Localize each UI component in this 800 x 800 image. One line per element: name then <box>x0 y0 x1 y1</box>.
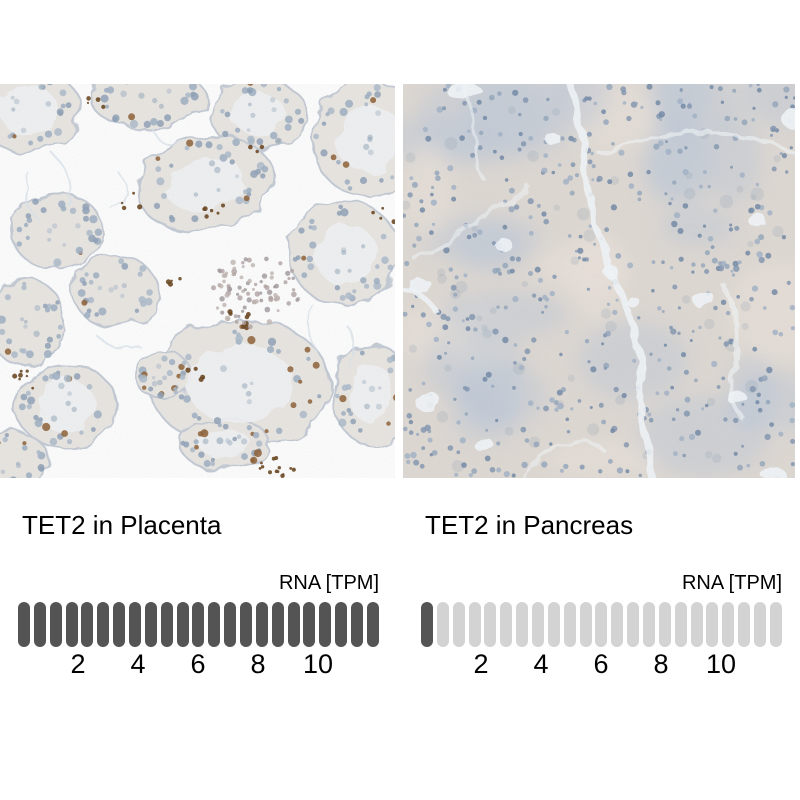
rna-bar-segment-empty <box>674 602 687 647</box>
rna-bar-segment-empty <box>627 602 640 647</box>
rna-axis-tick: 6 <box>593 649 609 679</box>
panel-pancreas: TET2 in Pancreas RNA [TPM] 2 4 6 8 10 <box>403 0 795 800</box>
rna-bar-segment-filled <box>421 602 433 647</box>
rna-axis-tick: 2 <box>473 649 489 679</box>
pancreas-micrograph-svg <box>403 84 795 478</box>
rna-bar-segment-empty <box>563 602 576 647</box>
rna-bar-segment-filled <box>160 602 173 647</box>
rna-axis-tick: 2 <box>70 649 86 679</box>
rna-bar-segment-empty <box>468 602 481 647</box>
rna-bar-segment-empty <box>706 602 719 647</box>
rna-bar-segment-filled <box>49 602 62 647</box>
rna-axis-ticks: 2 4 6 8 10 <box>421 651 782 683</box>
rna-axis-tick: 8 <box>653 649 669 679</box>
rna-expression-bar <box>18 602 379 647</box>
rna-bar-segment-filled <box>255 602 268 647</box>
rna-axis-tick: 4 <box>533 649 549 679</box>
rna-tpm-label: RNA [TPM] <box>278 572 379 594</box>
panel-title: TET2 in Placenta <box>22 510 222 540</box>
rna-bar-segment-empty <box>452 602 465 647</box>
rna-bar-segment-filled <box>303 602 316 647</box>
rna-axis-tick: 4 <box>130 649 146 679</box>
rna-bar-segment-empty <box>532 602 545 647</box>
rna-bar-segment-filled <box>113 602 126 647</box>
rna-bar-segment-empty <box>579 602 592 647</box>
rna-bar-segment-empty <box>722 602 735 647</box>
rna-bar-segment-filled <box>271 602 284 647</box>
rna-axis-tick: 6 <box>190 649 206 679</box>
rna-bar-segment-filled <box>319 602 332 647</box>
rna-axis-ticks: 2 4 6 8 10 <box>18 651 379 683</box>
rna-bar-segment-filled <box>192 602 205 647</box>
rna-bar-segment-filled <box>208 602 221 647</box>
rna-bar-segment-filled <box>287 602 300 647</box>
panel-placenta: TET2 in Placenta RNA [TPM] 2 4 6 8 10 <box>0 0 395 800</box>
rna-bar-segment-empty <box>516 602 529 647</box>
film-grain-overlay <box>0 84 395 478</box>
rna-axis-tick: 8 <box>250 649 266 679</box>
rna-bar-segment-empty <box>643 602 656 647</box>
rna-bar-segment-filled <box>144 602 157 647</box>
rna-bar-segment-empty <box>738 602 751 647</box>
rna-bar-segment-empty <box>658 602 671 647</box>
rna-axis-tick: 10 <box>302 649 334 679</box>
rna-bar-segment-filled <box>240 602 253 647</box>
rna-bar-segment-empty <box>436 602 449 647</box>
rna-bar-segment-filled <box>351 602 364 647</box>
rna-bar-segment-filled <box>335 602 348 647</box>
rna-tpm-label: RNA [TPM] <box>681 572 782 594</box>
rna-bar-segment-empty <box>690 602 703 647</box>
pancreas-ihc-micrograph <box>403 84 795 478</box>
rna-bar-segment-empty <box>547 602 560 647</box>
rna-bar-segment-empty <box>595 602 608 647</box>
rna-axis-tick: 10 <box>705 649 737 679</box>
rna-bar-segment-empty <box>500 602 513 647</box>
rna-bar-segment-filled <box>224 602 237 647</box>
rna-bar-segment-filled <box>176 602 189 647</box>
rna-bar-segment-filled <box>81 602 94 647</box>
placenta-micrograph-svg <box>0 84 395 478</box>
placenta-ihc-micrograph <box>0 84 395 478</box>
rna-bar-segment-empty <box>611 602 624 647</box>
rna-bar-segment-filled <box>366 602 379 647</box>
rna-bar-segment-filled <box>65 602 78 647</box>
rna-bar-segment-empty <box>769 602 782 647</box>
film-grain-overlay <box>403 84 795 478</box>
rna-expression-bar <box>421 602 782 647</box>
panel-title: TET2 in Pancreas <box>425 510 634 540</box>
rna-bar-segment-filled <box>97 602 110 647</box>
rna-bar-segment-filled <box>18 602 30 647</box>
rna-bar-segment-empty <box>754 602 767 647</box>
rna-bar-segment-filled <box>129 602 142 647</box>
rna-bar-segment-empty <box>484 602 497 647</box>
rna-bar-segment-filled <box>33 602 46 647</box>
